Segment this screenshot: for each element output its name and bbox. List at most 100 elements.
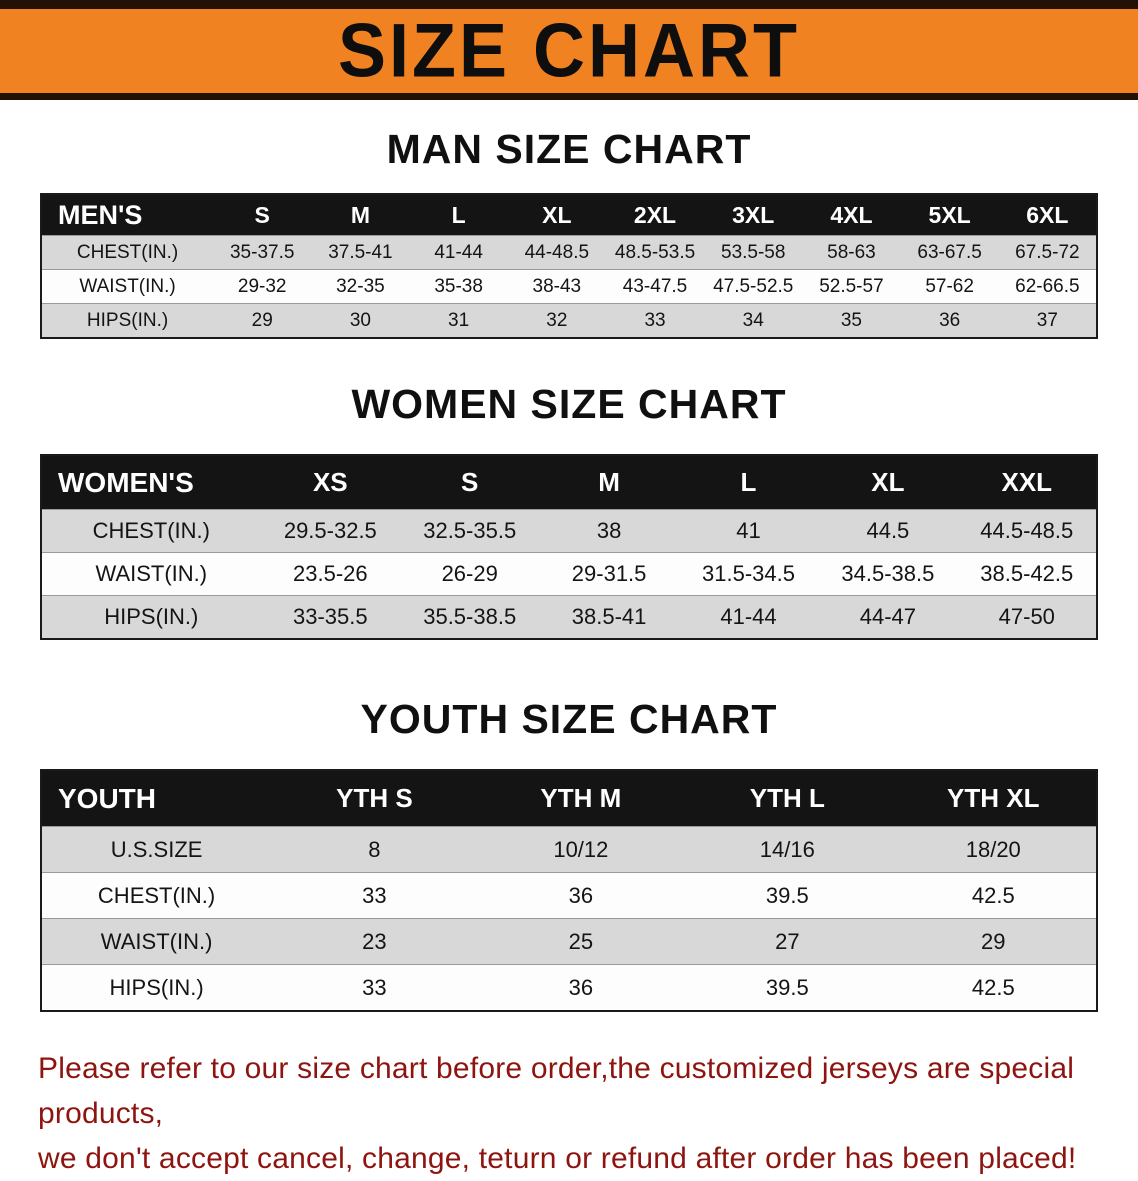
men-section-heading: MAN SIZE CHART <box>386 126 752 172</box>
size-column-header: S <box>213 194 312 236</box>
men-size-table: MEN'S S M L XL 2XL 3XL 4XL 5XL 6XL CHEST(IN.) 35-37… <box>40 193 1098 339</box>
row-label: CHEST(IN.) <box>41 872 272 919</box>
row-label: WAIST(IN.) <box>41 269 214 304</box>
table-cell: 29 <box>890 918 1097 965</box>
size-column-header: S <box>400 455 540 510</box>
table-row: CHEST(IN.) 35-37.5 37.5-41 41-44 44-48.5 48.5… <box>41 235 1097 270</box>
table-cell: 34.5-38.5 <box>818 552 958 596</box>
table-cell: 26-29 <box>400 552 540 596</box>
women-size-table: WOMEN'S XS S M L XL XXL CHEST(IN.) 29.5-32.5 32.5… <box>40 454 1098 640</box>
table-title-cell: YOUTH <box>41 770 272 827</box>
table-cell: 37 <box>998 303 1097 338</box>
table-row: WAIST(IN.) 23.5-26 26-29 29-31.5 31.5-34.5 34… <box>41 552 1097 596</box>
table-cell: 41-44 <box>409 235 508 270</box>
size-column-header: YTH M <box>477 770 685 827</box>
row-label: WAIST(IN.) <box>41 552 261 596</box>
table-header-row: WOMEN'S XS S M L XL XXL <box>41 455 1097 510</box>
table-cell: 36 <box>477 964 685 1011</box>
size-column-header: 2XL <box>605 194 705 236</box>
table-cell: 53.5-58 <box>704 235 803 270</box>
table-row: HIPS(IN.) 33-35.5 35.5-38.5 38.5-41 41-44 44-… <box>41 595 1097 639</box>
table-cell: 48.5-53.5 <box>605 235 705 270</box>
table-cell: 44-47 <box>818 595 958 639</box>
size-column-header: XXL <box>957 455 1097 510</box>
table-cell: 10/12 <box>477 826 685 873</box>
table-row: CHEST(IN.) 33 36 39.5 42.5 <box>41 872 1097 919</box>
table-cell: 38-43 <box>507 269 606 304</box>
table-cell: 67.5-72 <box>998 235 1097 270</box>
table-cell: 23 <box>271 918 478 965</box>
table-cell: 30 <box>311 303 410 338</box>
table-row: WAIST(IN.) 23 25 27 29 <box>41 918 1097 965</box>
table-cell: 43-47.5 <box>605 269 705 304</box>
table-cell: 35-37.5 <box>213 235 312 270</box>
size-column-header: YTH S <box>271 770 478 827</box>
table-cell: 35.5-38.5 <box>400 595 540 639</box>
youth-size-table: YOUTH YTH S YTH M YTH L YTH XL U.S.SIZE 8 10/12… <box>40 769 1098 1012</box>
table-cell: 35-38 <box>409 269 508 304</box>
table-cell: 29 <box>213 303 312 338</box>
youth-section-heading: YOUTH SIZE CHART <box>360 696 778 742</box>
table-cell: 32.5-35.5 <box>400 509 540 553</box>
table-cell: 38 <box>539 509 679 553</box>
table-cell: 35 <box>802 303 901 338</box>
table-cell: 33 <box>271 872 478 919</box>
table-cell: 41-44 <box>678 595 819 639</box>
table-cell: 32 <box>507 303 606 338</box>
size-column-header: L <box>409 194 508 236</box>
size-column-header: M <box>539 455 679 510</box>
table-cell: 57-62 <box>900 269 999 304</box>
table-cell: 47-50 <box>957 595 1097 639</box>
table-cell: 18/20 <box>890 826 1097 873</box>
table-cell: 31.5-34.5 <box>678 552 819 596</box>
table-cell: 42.5 <box>890 964 1097 1011</box>
table-header-row: YOUTH YTH S YTH M YTH L YTH XL <box>41 770 1097 827</box>
table-cell: 34 <box>704 303 803 338</box>
table-row: WAIST(IN.) 29-32 32-35 35-38 38-43 43-47.5 47.… <box>41 269 1097 304</box>
size-column-header: L <box>678 455 819 510</box>
row-label: HIPS(IN.) <box>41 595 261 639</box>
size-column-header: YTH XL <box>890 770 1097 827</box>
table-cell: 14/16 <box>684 826 891 873</box>
banner-title: SIZE CHART <box>338 8 800 94</box>
table-cell: 62-66.5 <box>998 269 1097 304</box>
size-column-header: 3XL <box>704 194 803 236</box>
table-header-row: MEN'S S M L XL 2XL 3XL 4XL 5XL 6XL <box>41 194 1097 236</box>
size-column-header: M <box>311 194 410 236</box>
table-row: CHEST(IN.) 29.5-32.5 32.5-35.5 38 41 44.5 44.5… <box>41 509 1097 553</box>
row-label: U.S.SIZE <box>41 826 272 873</box>
table-cell: 41 <box>678 509 819 553</box>
table-row: U.S.SIZE 8 10/12 14/16 18/20 <box>41 826 1097 873</box>
footer-note: Please refer to our size chart before or… <box>38 1046 1100 1181</box>
table-row: HIPS(IN.) 29 30 31 32 33 34 35 36 37 <box>41 303 1097 338</box>
row-label: HIPS(IN.) <box>41 303 214 338</box>
table-title-cell: MEN'S <box>41 194 214 236</box>
men-size-section: MAN SIZE CHART MEN'S S M L XL 2XL 3XL 4XL 5XL 6XL… <box>0 126 1138 339</box>
table-cell: 44.5-48.5 <box>957 509 1097 553</box>
size-column-header: 4XL <box>802 194 901 236</box>
table-cell: 52.5-57 <box>802 269 901 304</box>
table-cell: 33 <box>605 303 705 338</box>
table-cell: 38.5-42.5 <box>957 552 1097 596</box>
footer-note-line-1: Please refer to our size chart before or… <box>38 1052 1075 1130</box>
size-chart-banner: SIZE CHART <box>0 0 1138 100</box>
size-column-header: YTH L <box>684 770 891 827</box>
table-cell: 47.5-52.5 <box>704 269 803 304</box>
table-cell: 44-48.5 <box>507 235 606 270</box>
table-cell: 31 <box>409 303 508 338</box>
table-cell: 63-67.5 <box>900 235 999 270</box>
table-cell: 58-63 <box>802 235 901 270</box>
row-label: CHEST(IN.) <box>41 235 214 270</box>
size-column-header: 5XL <box>900 194 999 236</box>
table-cell: 38.5-41 <box>539 595 679 639</box>
table-cell: 36 <box>477 872 685 919</box>
table-cell: 8 <box>271 826 478 873</box>
table-cell: 27 <box>684 918 891 965</box>
table-cell: 29-32 <box>213 269 312 304</box>
footer-note-line-2: we don't accept cancel, change, teturn o… <box>38 1142 1077 1175</box>
table-cell: 29.5-32.5 <box>260 509 401 553</box>
table-title-cell: WOMEN'S <box>41 455 261 510</box>
row-label: CHEST(IN.) <box>41 509 261 553</box>
women-size-section: WOMEN SIZE CHART WOMEN'S XS S M L XL XXL CHEST(… <box>0 381 1138 640</box>
table-cell: 29-31.5 <box>539 552 679 596</box>
